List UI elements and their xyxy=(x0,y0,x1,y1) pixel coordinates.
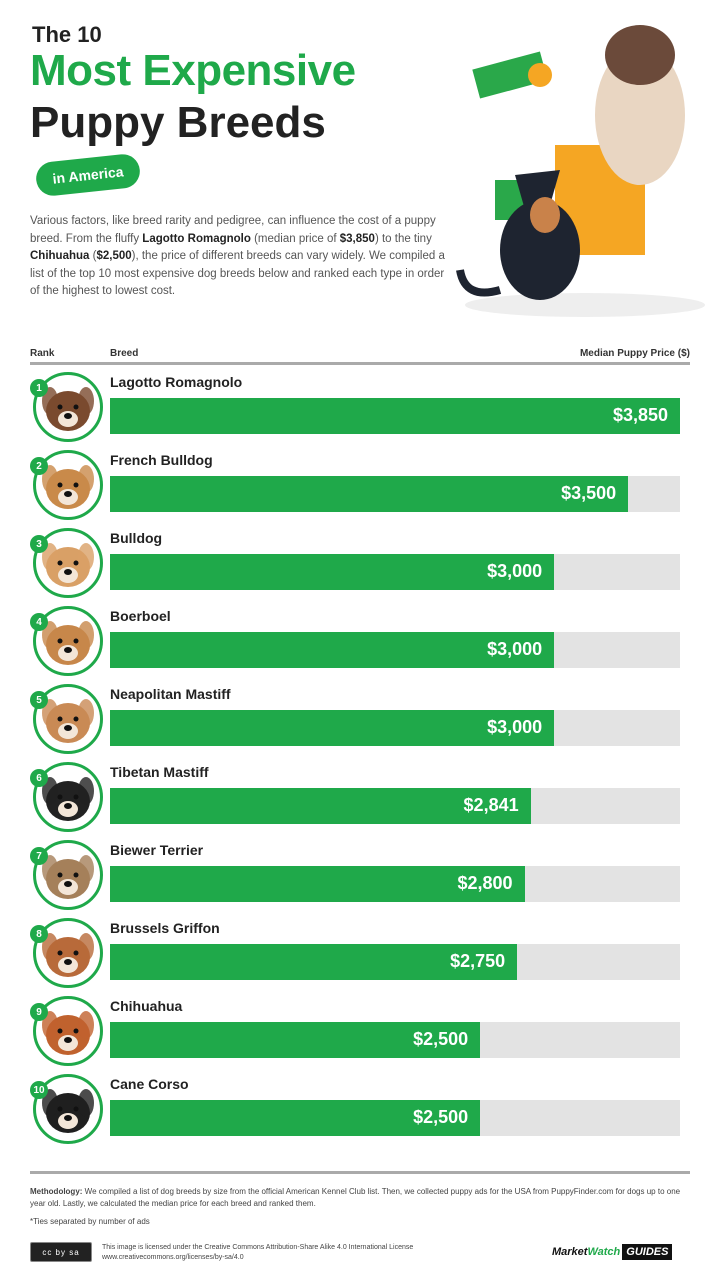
bar-value-label: $3,500 xyxy=(561,483,617,503)
header-breed: Breed xyxy=(110,348,139,359)
bar-value-label: $2,750 xyxy=(450,951,506,971)
header-rank: Rank xyxy=(30,348,55,359)
cc-license-badge: cc by sa xyxy=(30,1242,92,1262)
breed-name: Cane Corso xyxy=(110,1076,189,1092)
bar-track: $2,800 xyxy=(110,866,680,902)
breed-name: Brussels Griffon xyxy=(110,920,220,936)
dog-face-icon xyxy=(33,762,103,832)
bar-track: $2,500 xyxy=(110,1100,680,1136)
bar: $3,850 xyxy=(110,398,680,434)
bar: $2,750 xyxy=(110,944,518,980)
bar-value-label: $3,000 xyxy=(487,717,543,737)
breed-name: Biewer Terrier xyxy=(110,842,204,858)
dog-face-icon xyxy=(33,918,103,988)
bar-track: $3,000 xyxy=(110,632,680,668)
bar-track: $3,850 xyxy=(110,398,680,434)
bar-track: $3,500 xyxy=(110,476,680,512)
ties-note: *Ties separated by number of ads xyxy=(30,1217,150,1226)
rank-badge: 2 xyxy=(30,457,48,475)
bar: $3,000 xyxy=(110,710,555,746)
rank-badge: 1 xyxy=(30,379,48,397)
breed-name: Lagotto Romagnolo xyxy=(110,374,243,390)
bar: $2,841 xyxy=(110,788,531,824)
breed-name: French Bulldog xyxy=(110,452,213,468)
bar-track: $2,841 xyxy=(110,788,680,824)
rank-badge: 9 xyxy=(30,1003,48,1021)
rank-badge: 5 xyxy=(30,691,48,709)
bar-row: 3 Bulldog $3,000 xyxy=(0,528,720,606)
bar-value-label: $2,841 xyxy=(463,795,519,815)
bar: $2,500 xyxy=(110,1022,481,1058)
bar-row: 6 Tibetan Mastiff $2,841 xyxy=(0,762,720,840)
bar: $3,000 xyxy=(110,554,555,590)
breed-name: Neapolitan Mastiff xyxy=(110,686,231,702)
bar-track: $2,500 xyxy=(110,1022,680,1058)
rank-badge: 10 xyxy=(30,1081,48,1099)
title-line-1: The 10 xyxy=(32,22,102,47)
bar: $2,500 xyxy=(110,1100,481,1136)
bar-value-label: $2,500 xyxy=(413,1029,469,1049)
bar-value-label: $3,850 xyxy=(612,405,668,425)
bar-row: 7 Biewer Terrier $2,800 xyxy=(0,840,720,918)
bar-row: 10 Cane Corso $2,500 xyxy=(0,1074,720,1152)
breed-name: Bulldog xyxy=(110,530,163,546)
license-text: This image is licensed under the Creativ… xyxy=(102,1244,414,1261)
rank-badge: 4 xyxy=(30,613,48,631)
bar-value-label: $2,500 xyxy=(413,1107,469,1127)
bar-row: 5 Neapolitan Mastiff $3,000 xyxy=(0,684,720,762)
title-line-2: Most Expensive xyxy=(30,46,356,95)
bar-row: 9 Chihuahua $2,500 xyxy=(0,996,720,1074)
bar-row: 1 Lagotto Romagnolo $3,850 xyxy=(0,372,720,450)
header-divider xyxy=(30,362,690,365)
breed-name: Boerboel xyxy=(110,608,171,624)
rank-badge: 8 xyxy=(30,925,48,943)
dog-face-icon xyxy=(33,684,103,754)
bar-row: 4 Boerboel $3,000 xyxy=(0,606,720,684)
title-line-3: Puppy Breeds xyxy=(30,98,326,147)
marketwatch-guides-logo: Market Watch GUIDES xyxy=(552,1244,673,1260)
bar-track: $3,000 xyxy=(110,710,680,746)
dog-face-icon xyxy=(33,450,103,520)
methodology: Methodology: We compiled a list of dog b… xyxy=(30,1187,681,1208)
rank-badge: 7 xyxy=(30,847,48,865)
header-price: Median Puppy Price ($) xyxy=(579,348,690,359)
bar: $3,500 xyxy=(110,476,629,512)
bar-track: $2,750 xyxy=(110,944,680,980)
bar-row: 2 French Bulldog $3,500 xyxy=(0,450,720,528)
rank-badge: 6 xyxy=(30,769,48,787)
bar-value-label: $3,000 xyxy=(487,639,543,659)
bone-tag: in America xyxy=(34,152,142,198)
dog-face-icon xyxy=(33,528,103,598)
bar-value-label: $2,800 xyxy=(457,873,513,893)
dogs-illustration xyxy=(456,25,705,317)
rank-badge: 3 xyxy=(30,535,48,553)
bar: $3,000 xyxy=(110,632,555,668)
dog-face-icon xyxy=(33,1074,103,1144)
bar-value-label: $3,000 xyxy=(487,561,543,581)
intro-paragraph: Various factors, like breed rarity and p… xyxy=(30,215,445,297)
tag-text: in America xyxy=(51,163,125,187)
footer-divider xyxy=(30,1171,690,1174)
money-icon xyxy=(472,51,548,99)
breed-name: Chihuahua xyxy=(110,998,183,1014)
breed-name: Tibetan Mastiff xyxy=(110,764,209,780)
bar: $2,800 xyxy=(110,866,525,902)
bar-track: $3,000 xyxy=(110,554,680,590)
bar-row: 8 Brussels Griffon $2,750 xyxy=(0,918,720,996)
